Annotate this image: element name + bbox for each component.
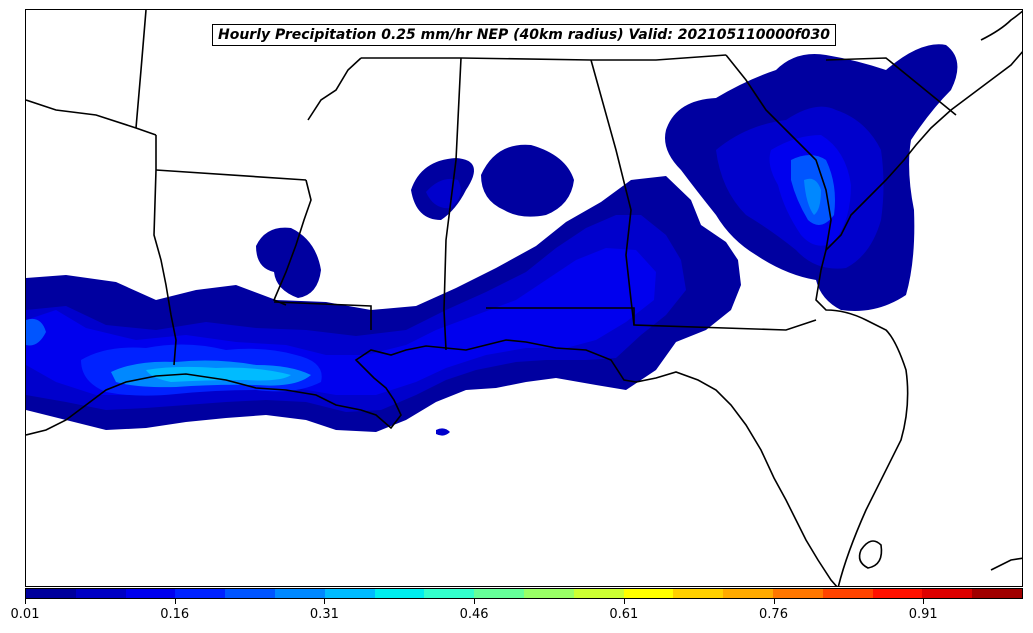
colorbar-segment bbox=[523, 589, 574, 598]
precip-field bbox=[26, 44, 958, 436]
coastline-atlantic bbox=[815, 51, 1022, 586]
colorbar-tick-label: 0.61 bbox=[609, 607, 639, 622]
colorbar-segment bbox=[175, 589, 226, 598]
colorbar-tick bbox=[923, 599, 925, 604]
colorbar-tick bbox=[623, 599, 625, 604]
boundaries bbox=[26, 10, 1022, 586]
state-line-north bbox=[361, 54, 727, 61]
colorbar-tick bbox=[773, 599, 775, 604]
map-title: Hourly Precipitation 0.25 mm/hr NEP (40k… bbox=[212, 24, 837, 46]
colorbar-segment bbox=[972, 589, 1022, 598]
precip-map bbox=[26, 10, 1022, 586]
colorbar-tick-label: 0.16 bbox=[160, 607, 190, 622]
state-line-ok-tx bbox=[26, 99, 157, 136]
map-panel: Hourly Precipitation 0.25 mm/hr NEP (40k… bbox=[25, 9, 1023, 587]
colorbar-tick-label: 0.31 bbox=[309, 607, 339, 622]
colorbar-segment bbox=[573, 589, 624, 598]
florida-keys bbox=[990, 557, 1022, 571]
state-line-ms-north bbox=[307, 57, 362, 121]
state-line-tx-la bbox=[153, 135, 177, 366]
colorbar-tick-label: 0.01 bbox=[10, 607, 40, 622]
lake-okeechobee bbox=[858, 540, 883, 569]
colorbar-tick bbox=[474, 599, 476, 604]
coastline-nc bbox=[980, 10, 1022, 41]
colorbar-tick bbox=[324, 599, 326, 604]
state-line-ms-river bbox=[272, 179, 312, 306]
colorbar-segment bbox=[374, 589, 425, 598]
colorbar bbox=[25, 588, 1023, 599]
state-line-nc-sc bbox=[825, 57, 957, 116]
state-line-la-ms bbox=[273, 301, 372, 330]
colorbar-tick-label: 0.76 bbox=[759, 607, 788, 622]
colorbar-segment bbox=[673, 589, 724, 598]
colorbar-segment bbox=[922, 589, 973, 598]
colorbar-segment bbox=[324, 589, 375, 598]
colorbar-segment bbox=[723, 589, 773, 598]
state-line-ms-al bbox=[443, 57, 462, 351]
state-line-al-ga bbox=[590, 59, 635, 326]
colorbar-segment bbox=[772, 589, 823, 598]
state-line-ga-sc bbox=[725, 54, 832, 251]
precip-core-la-3 bbox=[146, 366, 291, 382]
colorbar-segment bbox=[274, 589, 325, 598]
precip-core-west bbox=[26, 318, 46, 346]
colorbar-ticks: 0.01 0.16 0.31 0.46 0.61 0.76 0.91 bbox=[11, 599, 1023, 629]
state-line-al-fl bbox=[486, 307, 817, 331]
precip-blob-al bbox=[481, 144, 574, 217]
colorbar-segment bbox=[474, 589, 524, 598]
colorbar-segment bbox=[822, 589, 873, 598]
colorbar-segment bbox=[623, 589, 674, 598]
precip-blob-la bbox=[256, 227, 321, 298]
state-line-ar-north bbox=[135, 10, 147, 129]
colorbar-segment bbox=[225, 589, 275, 598]
colorbar-segment bbox=[26, 589, 76, 598]
colorbar-segment bbox=[75, 589, 126, 598]
colorbar-tick bbox=[174, 599, 176, 604]
colorbar-tick-label: 0.46 bbox=[459, 607, 489, 622]
colorbar-segment bbox=[125, 589, 176, 598]
colorbar-tick-label: 0.91 bbox=[908, 607, 938, 622]
precip-core-fl-blob bbox=[436, 428, 450, 436]
precip-core-ga-4 bbox=[804, 178, 821, 215]
state-line-ar-la bbox=[155, 169, 307, 181]
colorbar-segment bbox=[872, 589, 923, 598]
coastline-gulf bbox=[26, 339, 838, 586]
colorbar-tick bbox=[25, 599, 26, 604]
colorbar-segment bbox=[424, 589, 475, 598]
